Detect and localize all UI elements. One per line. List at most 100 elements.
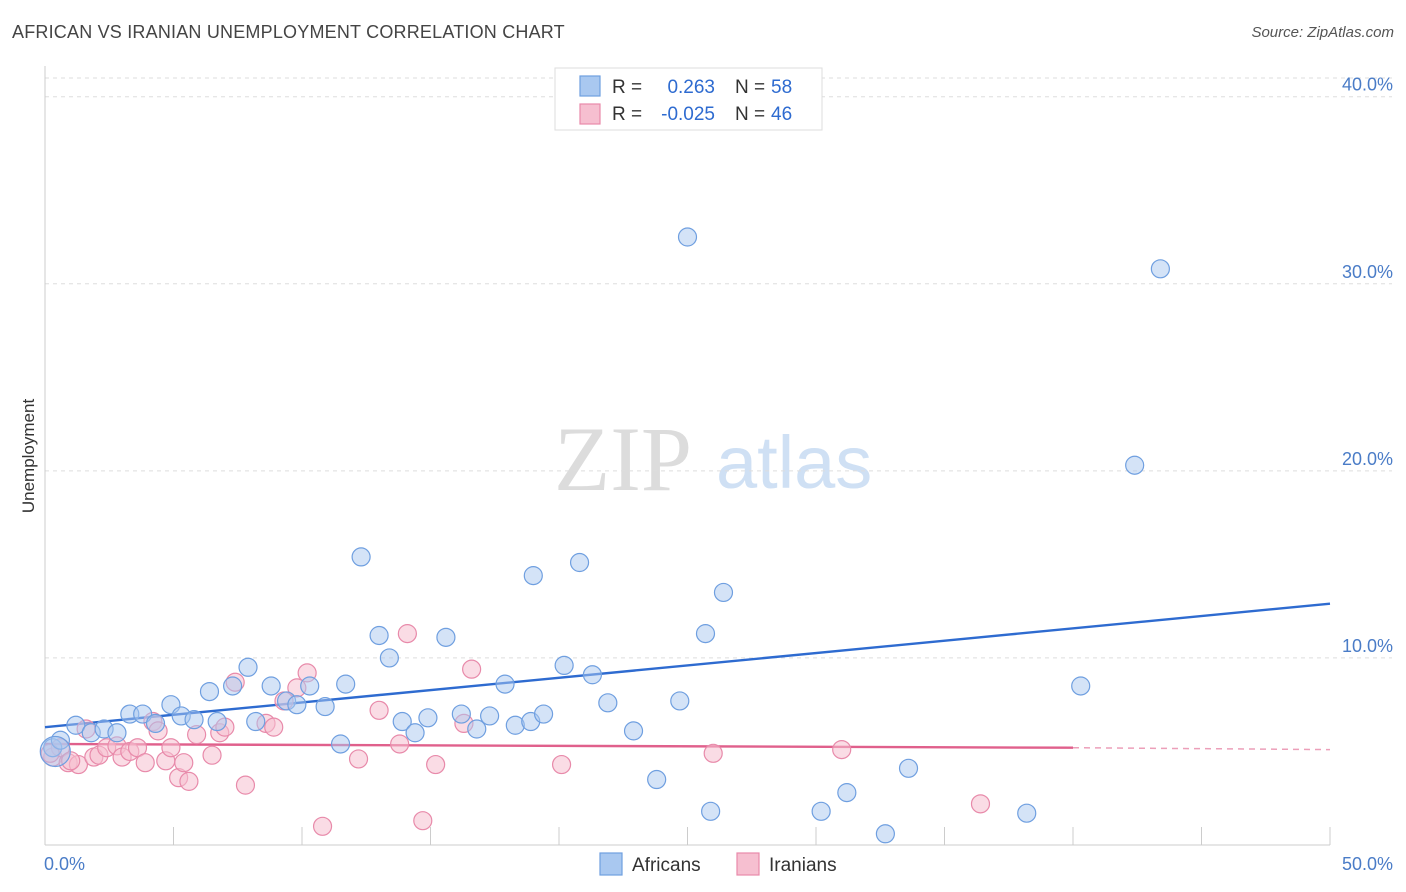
africans-point — [875, 824, 895, 844]
trend-lines — [44, 602, 1331, 751]
africans-point — [369, 625, 389, 646]
iranians-point — [161, 738, 181, 758]
africans-point — [467, 719, 487, 739]
iranians-point — [703, 743, 723, 763]
legend-n-label-africans: N = — [735, 77, 765, 98]
y-tick-label: 10.0% — [1342, 636, 1393, 656]
africans-point — [495, 674, 515, 694]
bottom-legend-label-iranians: Iranians — [769, 855, 837, 876]
x-tick-label-min: 0.0% — [44, 854, 85, 874]
y-tick-label: 40.0% — [1342, 75, 1393, 95]
watermark-atlas: atlas — [716, 421, 872, 504]
africans-point — [351, 547, 371, 567]
legend-swatch-iranians — [579, 103, 601, 125]
africans-point — [184, 710, 204, 730]
africans-point — [533, 704, 554, 724]
africans-point — [330, 734, 351, 754]
watermark-zip: ZIP — [554, 408, 692, 510]
africans-point — [107, 723, 127, 743]
y-tick-label: 20.0% — [1342, 449, 1393, 469]
bottom-legend-label-africans: Africans — [632, 855, 701, 876]
iranians-point — [127, 738, 148, 758]
bottom-legend-swatch-iranians — [736, 852, 760, 876]
iranians-point — [348, 749, 369, 769]
africans-point — [1125, 455, 1145, 475]
y-axis-label: Unemployment — [19, 399, 38, 514]
iranians-point — [397, 624, 417, 644]
iranians-point — [174, 753, 194, 773]
iranians-point — [312, 816, 333, 836]
africans-point — [677, 227, 698, 247]
africans-point — [569, 552, 590, 573]
grid-lines — [45, 77, 1392, 659]
correlation-legend: R = 0.263 N = 58 R = -0.025 N = 46 — [554, 67, 823, 131]
iranians-point — [462, 659, 482, 679]
x-tick-label-max: 50.0% — [1342, 854, 1393, 874]
africans-point — [1017, 803, 1037, 823]
bottom-legend-swatch-africans — [599, 852, 623, 876]
y-tick-label: 30.0% — [1342, 262, 1393, 282]
africans-point — [418, 708, 438, 728]
africans-point — [199, 681, 220, 702]
iranians-point — [970, 794, 991, 814]
legend-r-value-iranians: -0.025 — [661, 104, 715, 125]
africans-point — [480, 706, 500, 726]
africans-point — [50, 730, 71, 750]
africans-point — [66, 715, 86, 735]
africans-point — [133, 704, 153, 724]
africans-point — [405, 723, 425, 743]
africans-point — [713, 582, 734, 603]
africans-point — [554, 655, 574, 676]
iranians-point — [235, 775, 256, 795]
legend-r-label-africans: R = — [612, 77, 642, 98]
africans-point — [837, 783, 857, 803]
legend-swatch-africans — [579, 75, 601, 97]
africans-point — [436, 627, 456, 647]
legend-n-value-iranians: 46 — [771, 104, 792, 125]
africans-point — [898, 758, 919, 778]
africans-point — [223, 676, 243, 696]
africans-point — [300, 676, 320, 696]
iranians-point — [264, 717, 284, 737]
legend-n-label-iranians: N = — [735, 104, 765, 125]
iranians-point — [426, 754, 446, 775]
africans-point — [246, 711, 266, 732]
africans-point — [670, 691, 690, 711]
iranians-point — [832, 739, 852, 760]
iranians-point — [390, 734, 410, 754]
legend-r-label-iranians: R = — [612, 104, 642, 125]
africans-point — [392, 711, 412, 732]
africans-point — [207, 711, 227, 732]
africans-point — [1150, 259, 1170, 279]
africans-point — [523, 566, 543, 586]
iranians-trend-line-extension — [1072, 746, 1331, 751]
series-legend: Africans Iranians — [599, 852, 837, 876]
africans-point — [811, 801, 831, 821]
africans-point — [623, 721, 644, 741]
iranians-point — [202, 745, 222, 765]
iranians-point — [179, 771, 199, 791]
africans-point — [336, 674, 356, 694]
africans-point — [451, 704, 471, 724]
africans-point — [598, 693, 618, 713]
africans-point — [238, 657, 258, 677]
legend-n-value-africans: 58 — [771, 77, 792, 98]
africans-point — [647, 769, 667, 790]
africans-point — [695, 624, 716, 644]
africans-point — [315, 696, 335, 717]
africans-cluster-point — [39, 735, 71, 768]
africans-point — [261, 676, 281, 696]
iranians-point — [369, 700, 389, 720]
source-label: Source: ZipAtlas.com — [1251, 24, 1394, 41]
africans-point — [287, 695, 307, 715]
axes — [44, 66, 1331, 846]
y-tick-labels: 10.0% 20.0% 30.0% 40.0% — [1342, 75, 1393, 656]
africans-point — [582, 665, 603, 685]
africans-points — [39, 227, 1170, 844]
africans-point — [1071, 676, 1091, 696]
africans-point — [145, 713, 166, 734]
iranians-point — [413, 811, 433, 831]
africans-point — [379, 648, 399, 668]
iranians-trend-line — [44, 742, 1074, 749]
